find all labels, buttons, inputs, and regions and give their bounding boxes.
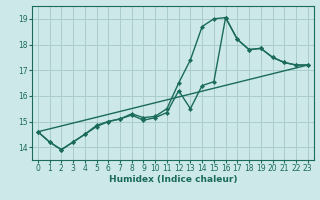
- X-axis label: Humidex (Indice chaleur): Humidex (Indice chaleur): [108, 175, 237, 184]
